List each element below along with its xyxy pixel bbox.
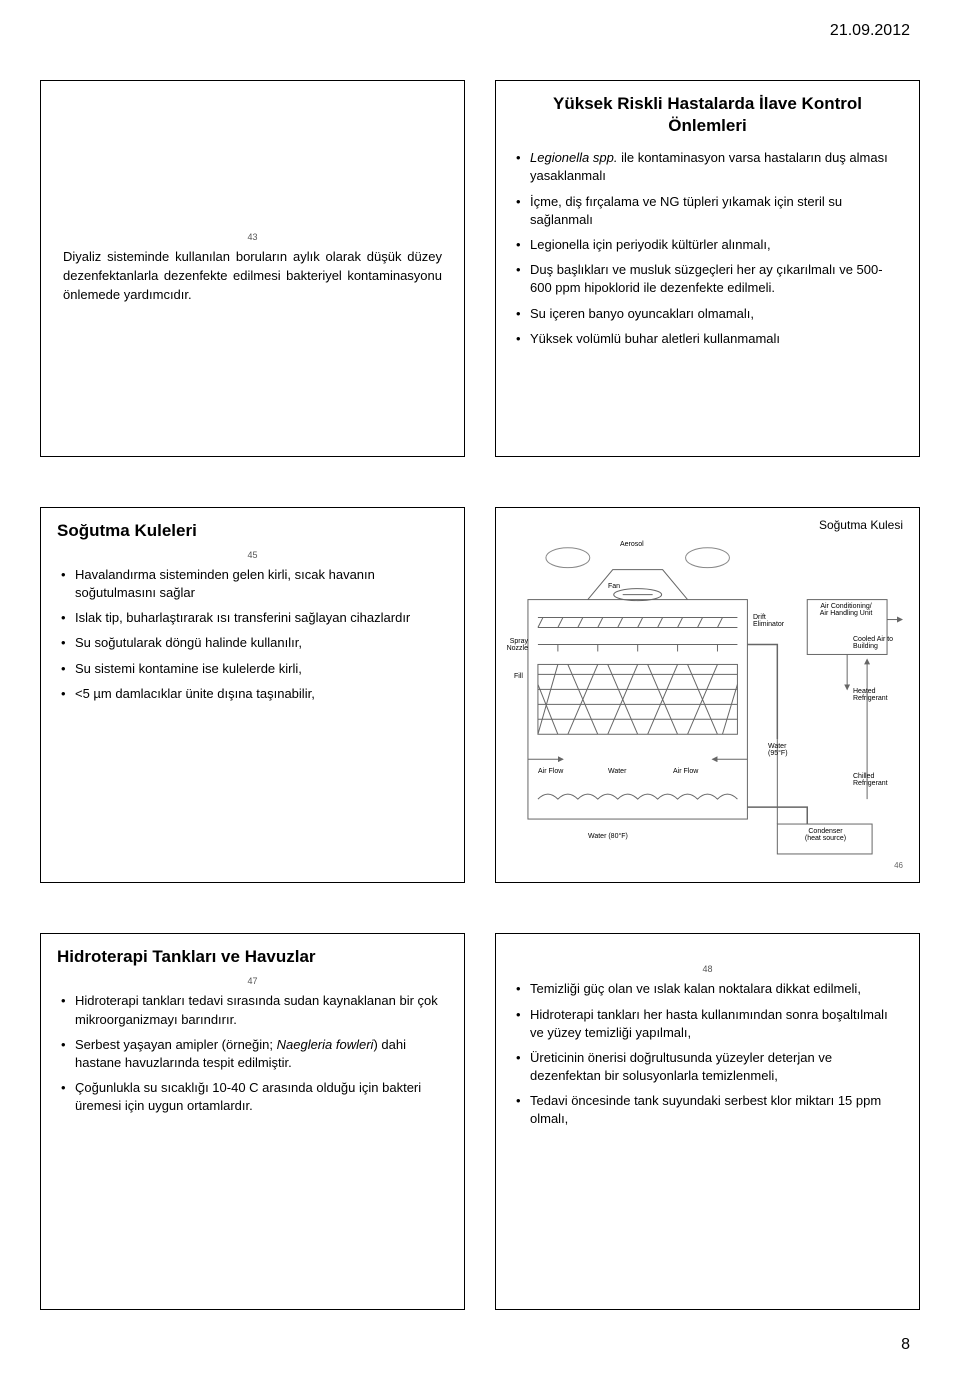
diagram-svg [508,538,907,871]
list-item: İçme, diş fırçalama ve NG tüpleri yıkama… [516,193,903,229]
label-water: Water [608,768,626,776]
slide-48: 48 Temizliği güç olan ve ıslak kalan nok… [495,933,920,1310]
label-airflow1: Air Flow [538,768,563,776]
bullet-list: Havalandırma sisteminden gelen kirli, sı… [57,566,448,703]
label-cooled: Cooled Air to Building [853,636,893,651]
label-fan: Fan [608,583,620,591]
slide-number: 46 [894,861,903,870]
label-water95: Water (95°F) [768,743,788,758]
label-ac: Air Conditioning/ Air Handling Unit [808,603,884,618]
list-item: Su sistemi kontamine ise kulelerde kirli… [61,660,448,678]
bullet-list: Hidroterapi tankları tedavi sırasında su… [57,992,448,1115]
list-item: Islak tip, buharlaştırarak ısı transferi… [61,609,448,627]
list-item: Tedavi öncesinde tank suyundaki serbest … [516,1092,903,1128]
label-condenser: Condenser (heat source) [788,828,863,843]
italic-text: Naegleria fowleri [277,1037,374,1052]
label-chilled: Chilled Refrigerant [853,773,888,788]
bullet-list: Temizliği güç olan ve ıslak kalan noktal… [512,980,903,1128]
slide-number: 45 [57,550,448,560]
list-item: Yüksek volümlü buhar aletleri kullanmama… [516,330,903,348]
slide-number: 43 [57,232,448,242]
slide-title: Soğutma Kuleleri [57,520,448,542]
list-item: Hidroterapi tankları tedavi sırasında su… [61,992,448,1028]
list-item: <5 µm damlacıklar ünite dışına taşınabil… [61,685,448,703]
list-item: Temizliği güç olan ve ıslak kalan noktal… [516,980,903,998]
slide-title: Hidroterapi Tankları ve Havuzlar [57,946,448,968]
list-item: Duş başlıkları ve musluk süzgeçleri her … [516,261,903,297]
label-airflow2: Air Flow [673,768,698,776]
list-item: Havalandırma sisteminden gelen kirli, sı… [61,566,448,602]
list-item: Serbest yaşayan amipler (örneğin; Naegle… [61,1036,448,1072]
slide-number: 48 [512,964,903,974]
label-fill: Fill [514,673,523,681]
list-item: Legionella spp. ile kontaminasyon varsa … [516,149,903,185]
list-item: Hidroterapi tankları her hasta kullanımı… [516,1006,903,1042]
slide-body-text: Diyaliz sisteminde kullanılan boruların … [57,248,448,305]
cooling-tower-diagram: Aerosol Fan Drift Eliminator Spray Nozzl… [508,538,907,871]
slide-46: Soğutma Kulesi [495,507,920,884]
label-heated: Heated Refrigerant [853,688,888,703]
slide-title: Yüksek Riskli Hastalarda İlave Kontrol Ö… [512,93,903,137]
slide-43: 43 Diyaliz sisteminde kullanılan borular… [40,80,465,457]
slide-number: 47 [57,976,448,986]
slide-47: Hidroterapi Tankları ve Havuzlar 47 Hidr… [40,933,465,1310]
label-aerosol: Aerosol [620,541,644,549]
slides-grid: 43 Diyaliz sisteminde kullanılan borular… [40,80,920,1310]
label-water80: Water (80°F) [588,833,628,841]
page-number: 8 [901,1336,910,1354]
list-item: Su içeren banyo oyuncakları olmamalı, [516,305,903,323]
label-drift: Drift Eliminator [753,614,784,629]
italic-text: Legionella spp. [530,150,617,165]
slide-44: Yüksek Riskli Hastalarda İlave Kontrol Ö… [495,80,920,457]
list-item: Su soğutularak döngü halinde kullanılır, [61,634,448,652]
diagram-title: Soğutma Kulesi [819,518,903,532]
list-item: Üreticinin önerisi doğrultusunda yüzeyle… [516,1049,903,1085]
list-item: Çoğunlukla su sıcaklığı 10-40 C arasında… [61,1079,448,1115]
label-spray: Spray Nozzle [506,638,528,653]
document-date: 21.09.2012 [830,22,910,40]
text: Serbest yaşayan amipler (örneğin; [75,1037,277,1052]
list-item: Legionella için periyodik kültürler alın… [516,236,903,254]
slide-45: Soğutma Kuleleri 45 Havalandırma sistemi… [40,507,465,884]
bullet-list: Legionella spp. ile kontaminasyon varsa … [512,149,903,348]
